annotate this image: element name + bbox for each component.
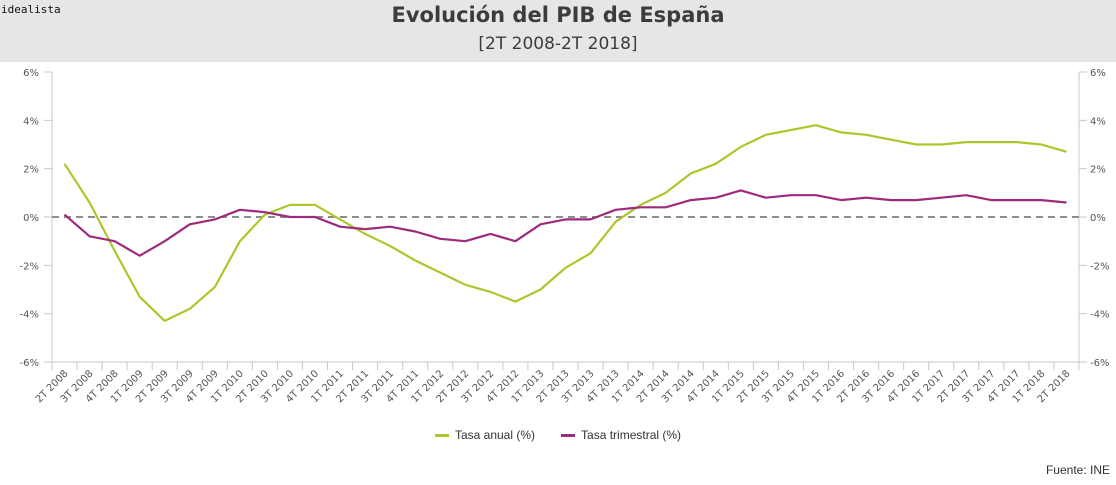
y-tick-label-left: 2% [23, 165, 39, 176]
legend-item-trimestral[interactable]: Tasa trimestral (%) [561, 428, 681, 442]
brand-logo: idealista [1, 3, 61, 16]
y-tick-label-left: 4% [23, 116, 39, 127]
chart-title: Evolución del PIB de España [391, 3, 725, 27]
y-tick-label-left: -2% [20, 261, 39, 272]
legend-label-anual: Tasa anual (%) [454, 428, 536, 442]
chart-subtitle: [2T 2008-2T 2018] [478, 34, 638, 54]
line-chart: 6% 6%4% 4%2% 2%0% 0%-2% -2%-4% -4%-6% -6%2T 200… [20, 68, 1110, 405]
source-note: Fuente: INE [1045, 463, 1110, 477]
y-tick-label-right: 4% [1090, 116, 1106, 127]
legend: Tasa anual (%) Tasa trimestral (%) [0, 428, 1116, 442]
y-tick-label-left: -6% [20, 358, 39, 369]
series-line-tasa-anual [63, 124, 1067, 322]
y-tick-label-right: -6% [1090, 358, 1109, 369]
legend-swatch-anual [434, 433, 449, 437]
legend-item-anual[interactable]: Tasa anual (%) [434, 428, 536, 442]
legend-label-trimestral: Tasa trimestral (%) [581, 428, 682, 442]
y-tick-label-left: -4% [20, 310, 39, 321]
y-tick-label-right: -2% [1090, 261, 1109, 272]
y-tick-label-right: 6% [1090, 68, 1106, 79]
y-tick-label-right: 2% [1090, 165, 1106, 176]
chart-header: idealista Evolución del PIB de España [2… [0, 0, 1116, 62]
series-lines [63, 124, 1067, 322]
y-tick-label-left: 6% [23, 68, 39, 79]
y-tick-label-left: 0% [23, 213, 39, 224]
y-tick-label-right: -4% [1090, 310, 1109, 321]
series-line-tasa-trimestral [63, 189, 1067, 257]
axes: 6% 6%4% 4%2% 2%0% 0%-2% -2%-4% -4%-6% -6%2T 200… [20, 68, 1110, 405]
y-tick-label-right: 0% [1090, 213, 1106, 224]
legend-swatch-trimestral [561, 433, 576, 437]
